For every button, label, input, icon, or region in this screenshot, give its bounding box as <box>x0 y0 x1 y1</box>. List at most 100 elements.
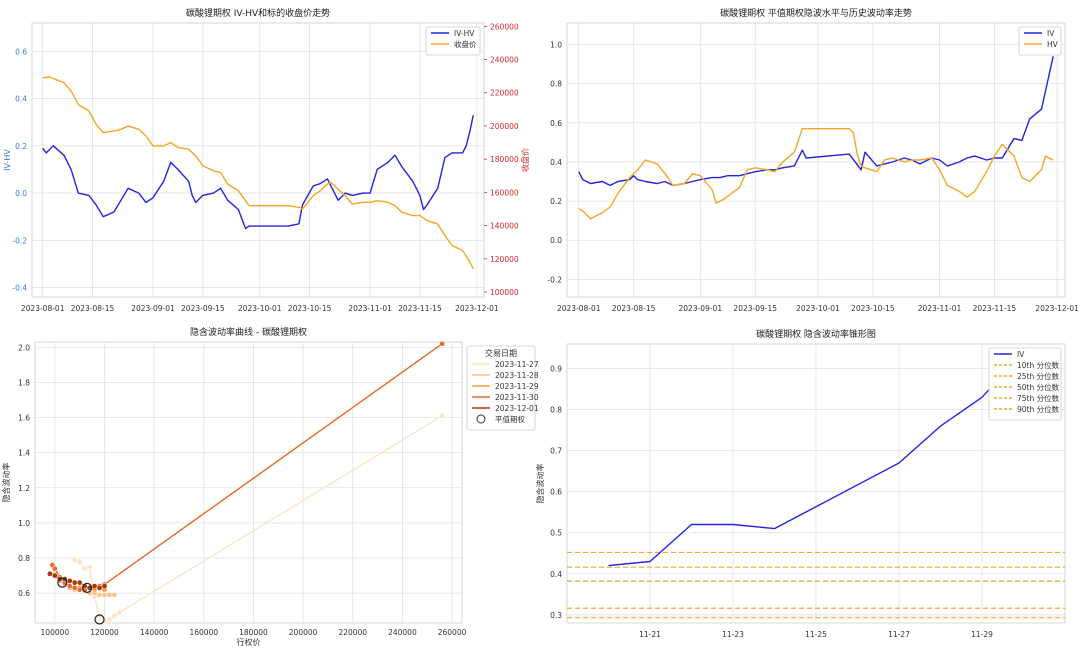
x-tick-label: 2023-09-01 <box>679 304 723 313</box>
series-line <box>42 76 474 270</box>
chart-iv-cone: 11-21 11-23 11-25 11-27 11-29 0.3 0.4 0.5 0.6 0.7… <box>535 328 1066 639</box>
y-tick-label: 0.4 <box>550 158 562 167</box>
y2-tick-label: 180000 <box>490 155 519 164</box>
x-tick-label: 11-21 <box>639 630 661 639</box>
x-tick-label: 2023-11-01 <box>918 304 962 313</box>
legend-label: HV <box>1047 40 1059 49</box>
legend-label: 2023-11-29 <box>495 382 539 391</box>
chart-iv-smile: 100000 120000 140000 160000 180000 200000 2200… <box>1 326 539 647</box>
x-tick-label: 2023-08-15 <box>71 304 115 313</box>
x-tick-label: 220000 <box>338 628 367 637</box>
x-tick-label: 11-25 <box>805 630 827 639</box>
data-point <box>91 583 98 589</box>
data-point <box>71 585 78 591</box>
y-tick-label: 1.4 <box>18 449 30 458</box>
data-point <box>111 592 118 598</box>
data-point <box>116 609 123 616</box>
series-line <box>578 56 1054 187</box>
y-tick-label: 0.9 <box>550 365 562 374</box>
x-tick-label: 140000 <box>140 628 169 637</box>
x-tick-label: 120000 <box>90 628 119 637</box>
legend-title: 交易日期 <box>485 348 517 358</box>
y-tick-label: 0.2 <box>550 197 562 206</box>
x-tick-label: 2023-10-15 <box>851 304 895 313</box>
legend-label: 50th 分位数 <box>1017 382 1060 392</box>
legend-box <box>988 347 1062 421</box>
x-tick-label: 2023-10-01 <box>238 304 282 313</box>
data-point <box>106 592 113 598</box>
legend-label: 25th 分位数 <box>1017 371 1060 381</box>
atm-marker <box>82 582 93 593</box>
atm-marker <box>94 614 105 625</box>
y-tick-label: 1.6 <box>18 414 30 423</box>
y-tick-label: 0.6 <box>550 488 562 497</box>
y-tick-label: 0.8 <box>550 80 562 89</box>
y2-tick-label: 260000 <box>490 22 519 31</box>
y2-axis-label: 收盘价 <box>520 148 530 172</box>
x-tick-label: 2023-09-15 <box>733 304 777 313</box>
y-tick-label: -0.2 <box>547 275 562 284</box>
series-line <box>42 114 474 230</box>
x-axis-label: 行权价 <box>237 637 261 646</box>
y-tick-label: 0.8 <box>18 554 30 563</box>
data-point <box>76 586 83 593</box>
chart-title: 碳酸锂期权 平值期权隐波水平与历史波动率走势 <box>720 7 912 19</box>
legend-box <box>425 26 481 56</box>
y2-tick-label: 240000 <box>490 56 519 65</box>
legend-label: 平值期权 <box>495 414 525 424</box>
legend-marker <box>476 414 486 424</box>
chart-title: 碳酸锂期权 隐含波动率锥形图 <box>756 328 876 340</box>
x-tick-label: 11-23 <box>722 630 744 639</box>
legend-label: IV <box>1047 29 1055 38</box>
legend-box <box>466 345 536 431</box>
y-tick-label: 1.2 <box>18 484 30 493</box>
x-tick-label: 2023-12-01 <box>455 304 499 313</box>
y-tick-label: 0.0 <box>550 236 562 245</box>
data-point <box>52 565 58 572</box>
x-tick-label: 2023-10-15 <box>288 304 332 313</box>
data-point <box>96 585 103 591</box>
x-tick-label: 2023-12-01 <box>1035 304 1079 313</box>
y-tick-label: 1.0 <box>18 519 30 528</box>
y-tick-label: 0.4 <box>15 95 27 104</box>
y2-tick-label: 220000 <box>490 89 519 98</box>
data-point <box>76 579 83 586</box>
series-line <box>578 127 1054 220</box>
x-tick-label: 11-29 <box>971 630 993 639</box>
y-tick-label: 2.0 <box>18 343 30 352</box>
y-tick-label: 0.7 <box>550 447 562 456</box>
data-point <box>106 616 113 623</box>
y-axis-label: IV-HV <box>3 149 12 171</box>
y-axis-label: 隐含波动率 <box>535 464 545 504</box>
data-point <box>101 583 108 589</box>
chart-title: 碳酸锂期权 IV-HV和标的收盘价走势 <box>186 7 330 19</box>
x-tick-label: 180000 <box>239 628 268 637</box>
y-tick-label: 1.0 <box>550 41 562 50</box>
x-tick-label: 2023-09-15 <box>181 304 225 313</box>
y2-tick-label: 200000 <box>490 122 519 131</box>
y2-tick-label: 120000 <box>490 255 519 264</box>
legend-label: 2023-12-01 <box>495 404 539 413</box>
y-tick-label: -0.2 <box>12 236 27 245</box>
plot-frame <box>31 22 485 298</box>
y-tick-label: 0.3 <box>550 611 562 620</box>
y-tick-label: 0.6 <box>15 47 27 56</box>
y2-tick-label: 100000 <box>490 288 519 297</box>
legend-label: 2023-11-27 <box>495 360 539 369</box>
legend-label: IV-HV <box>454 29 475 38</box>
data-point <box>101 592 108 598</box>
legend-label: 2023-11-28 <box>495 371 539 380</box>
x-tick-label: 200000 <box>289 628 318 637</box>
y-tick-label: -0.4 <box>12 284 27 293</box>
x-tick-label: 2023-11-15 <box>398 304 442 313</box>
plot-frame <box>566 22 1066 298</box>
legend-label: 90th 分位数 <box>1017 404 1060 414</box>
data-point <box>66 578 73 584</box>
chart-iv-hv-close: 2023-08-01 2023-08-15 2023-09-01 2023-09-15… <box>3 7 530 313</box>
data-point <box>439 340 445 347</box>
x-tick-label: 2023-08-01 <box>557 304 601 313</box>
legend-label: IV <box>1017 350 1025 359</box>
data-point <box>47 570 53 577</box>
